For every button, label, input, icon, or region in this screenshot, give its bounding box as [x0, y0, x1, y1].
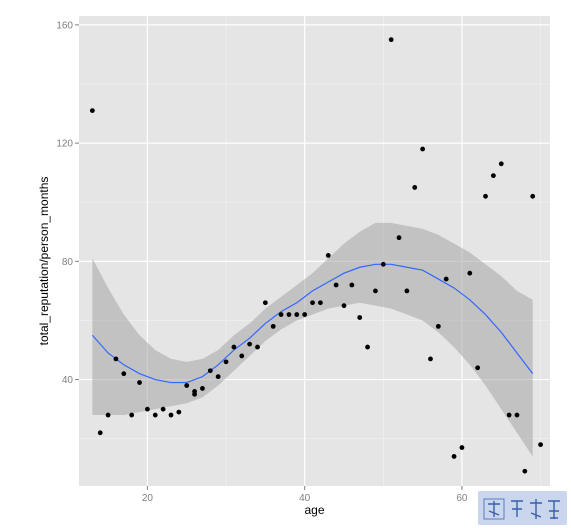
data-point	[349, 282, 355, 288]
data-point	[270, 323, 276, 329]
data-point	[443, 276, 449, 282]
data-point	[396, 235, 402, 241]
y-tick-label: 120	[56, 139, 73, 150]
data-point	[498, 161, 504, 167]
data-point	[97, 430, 103, 436]
data-point	[215, 374, 221, 380]
data-point	[310, 300, 315, 306]
data-point	[176, 409, 182, 415]
minor-gridlines	[79, 16, 550, 486]
y-axis-title: total_reputation/person_months	[37, 177, 51, 346]
data-point	[459, 445, 465, 450]
x-tick-label: 40	[299, 493, 311, 504]
data-point	[200, 386, 205, 391]
data-point	[168, 412, 174, 418]
x-tick-label: 60	[456, 493, 468, 504]
data-point	[255, 344, 260, 350]
axis-ticks	[75, 24, 463, 490]
data-point	[278, 312, 284, 317]
data-point	[380, 261, 386, 267]
data-point	[239, 353, 245, 359]
data-point	[428, 356, 433, 362]
data-point	[89, 108, 95, 113]
data-point	[483, 193, 488, 199]
data-point	[105, 412, 111, 418]
data-point	[129, 412, 135, 418]
data-point	[286, 312, 292, 317]
data-point	[231, 344, 237, 350]
data-point	[538, 442, 543, 448]
x-tick-label: 20	[142, 493, 154, 504]
data-point	[522, 468, 528, 474]
data-point	[451, 454, 457, 459]
data-point	[223, 359, 229, 365]
data-point	[152, 412, 158, 418]
confidence-band	[92, 222, 533, 457]
y-tick-label: 160	[56, 20, 73, 31]
data-point	[373, 288, 378, 294]
data-point	[530, 193, 536, 199]
data-point	[490, 173, 496, 179]
data-point	[357, 315, 363, 320]
data-point	[404, 288, 410, 294]
data-point	[294, 312, 300, 317]
data-point	[435, 323, 441, 329]
x-axis-title: age	[304, 503, 324, 517]
data-point	[412, 185, 418, 190]
data-point	[420, 146, 426, 152]
data-point	[247, 341, 253, 347]
data-point	[317, 300, 323, 306]
x-tick-labels: 20 40 60	[142, 493, 468, 504]
data-point	[341, 303, 347, 309]
y-tick-label: 40	[62, 375, 74, 386]
data-point	[333, 282, 339, 288]
y-tick-labels: 40 80 120 160	[56, 20, 73, 386]
data-point	[475, 365, 481, 371]
data-point	[192, 389, 197, 394]
smooth-line	[91, 263, 534, 384]
plot-panel	[79, 16, 550, 486]
data-point	[137, 380, 142, 385]
y-tick-label: 80	[62, 257, 74, 268]
data-point	[388, 37, 394, 43]
data-point	[514, 412, 520, 418]
data-point	[365, 344, 370, 350]
data-point	[121, 371, 127, 377]
data-point	[207, 368, 213, 374]
data-points	[89, 37, 543, 474]
data-point	[145, 406, 150, 412]
data-point	[113, 356, 119, 362]
data-point	[262, 300, 268, 306]
data-point	[467, 270, 473, 276]
data-point	[302, 312, 308, 317]
data-point	[325, 253, 331, 258]
data-point	[160, 406, 166, 412]
data-point	[506, 412, 512, 418]
seal-watermark-icon	[478, 491, 567, 525]
data-point	[184, 383, 190, 388]
